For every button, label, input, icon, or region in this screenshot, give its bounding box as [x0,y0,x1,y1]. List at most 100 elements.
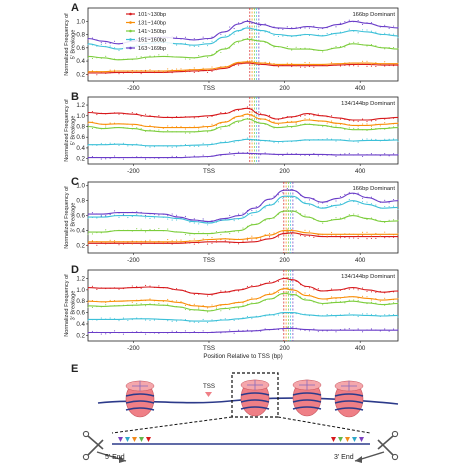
series-point [105,124,107,126]
series-point [251,59,253,61]
series-point [344,288,346,290]
series-point [335,234,337,236]
series-point [114,214,116,216]
series-point [96,244,98,246]
series-point [286,228,288,230]
series-point [215,241,217,243]
series-point [393,205,395,207]
series-point [366,65,368,67]
series-point [207,131,209,133]
series-point [295,123,297,125]
x-tick-label: 400 [355,85,366,92]
series-point [357,127,359,130]
series-point [122,317,124,319]
series-point [393,117,395,119]
series-point [335,117,337,119]
series-point [153,126,155,128]
series-point [158,157,160,159]
series-point [277,46,279,48]
series-point [397,302,399,304]
series-point [242,212,244,214]
series-point [348,138,350,140]
series-point [277,154,279,156]
series-point [167,242,169,244]
series-point [282,232,284,234]
series-point [189,58,191,60]
series-point [308,199,310,201]
y-tick-label: 0.6 [76,45,85,52]
series-point [362,331,364,333]
series-point [353,237,355,239]
series-point [300,284,302,286]
series-point [198,242,200,244]
series-point [379,330,381,332]
x-tick-label: -200 [127,85,140,92]
series-point [118,157,120,159]
series-point [242,302,244,304]
series-point [229,26,231,28]
series-point [339,118,341,120]
series-point [131,156,133,158]
series-point [229,65,231,67]
series-point [322,235,324,237]
series-point [242,107,244,110]
series-point [96,213,98,215]
series-point [313,233,315,235]
series-point [375,45,377,47]
series-point [269,125,271,127]
series-point [344,202,346,204]
series-point [242,215,244,217]
nucleosome-2 [240,379,270,417]
series-point [171,305,173,307]
series-point [220,111,222,114]
series-point [149,319,151,321]
series-point [91,44,93,46]
series-point [238,42,240,44]
series-point [114,71,116,73]
series-point [322,222,324,224]
series-point [193,117,195,119]
series-point [105,318,107,320]
series-point [264,123,266,125]
series-point [246,303,248,305]
series-point [91,306,93,308]
series-point [122,300,124,302]
series-point [176,56,178,58]
series-point [362,129,364,131]
series-point [167,129,169,132]
series-point [91,300,93,302]
series-point [335,125,337,127]
series-point [286,140,288,142]
series-point [238,243,240,245]
series-point [370,153,372,155]
series-point [291,66,293,68]
series-point [171,56,173,58]
series-point [158,126,160,129]
series-point [344,62,346,64]
series-point [198,127,200,129]
series-point [397,329,399,331]
series-point [153,213,155,215]
series-point [140,299,142,301]
series-point [100,301,102,303]
triangles-3-end [331,437,364,442]
series-point [370,30,372,32]
series-point [366,238,368,240]
series-point [304,27,306,29]
series-point [193,222,195,224]
series-point [109,299,111,301]
series-point [105,242,107,244]
series-point [215,331,217,333]
series-point [326,303,328,305]
series-point [348,124,350,126]
series-point [229,233,231,235]
series-point [189,221,191,223]
series-point [162,242,164,244]
series-point [269,329,271,331]
series-point [242,330,244,332]
series-point [122,58,124,60]
series-point [118,123,120,125]
series-point [171,320,173,322]
series-point [176,320,178,322]
series-point [339,297,341,299]
